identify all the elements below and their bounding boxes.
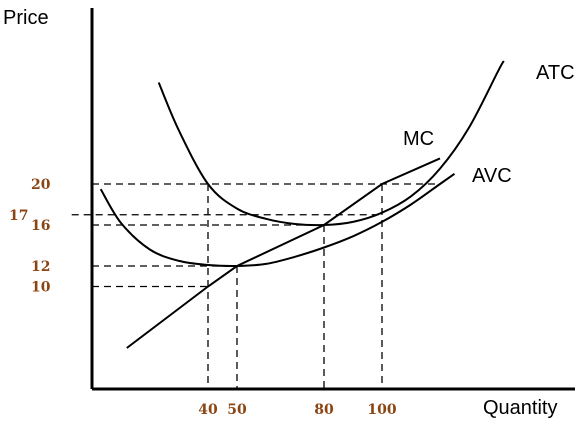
y-tick-17: 17	[9, 208, 28, 224]
y-axis-title: Price	[3, 7, 49, 29]
y-tick-10: 10	[31, 280, 51, 296]
avc-label: AVC	[472, 165, 512, 187]
mc-curve	[126, 157, 441, 349]
x-tick-100: 100	[367, 402, 396, 418]
atc-label: ATC	[536, 62, 575, 84]
x-tick-80: 80	[314, 402, 334, 418]
y-tick-16: 16	[31, 218, 50, 234]
x-tick-50: 50	[227, 402, 247, 418]
avc-curve	[99, 172, 456, 268]
curve-labels: ATC AVC MC	[403, 62, 575, 187]
y-tick-12: 12	[31, 259, 50, 275]
x-axis-title: Quantity	[483, 397, 557, 419]
y-tick-20: 20	[31, 177, 51, 193]
x-tick-40: 40	[198, 402, 218, 418]
mc-label: MC	[403, 128, 434, 150]
atc-curve	[157, 60, 505, 227]
guide-lines	[71, 183, 440, 389]
cost-curves	[99, 60, 505, 349]
